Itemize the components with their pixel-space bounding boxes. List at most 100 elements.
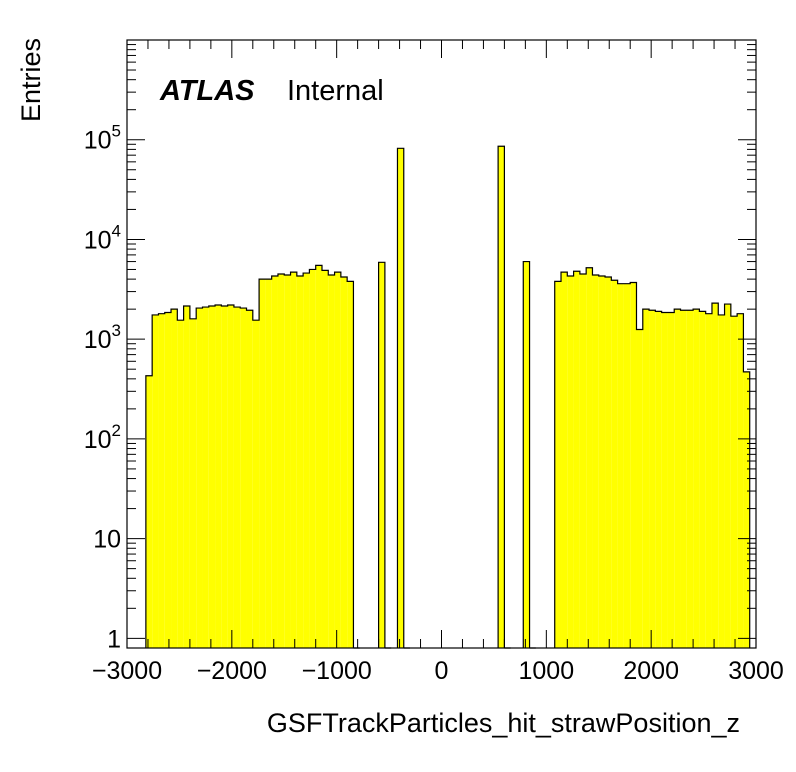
atlas-label: ATLAS <box>159 75 255 107</box>
histogram-bar <box>171 309 178 648</box>
histogram-bar <box>152 314 159 648</box>
x-axis-title: GSFTrackParticles_hit_strawPosition_z <box>267 708 740 738</box>
histogram-bar <box>579 274 587 648</box>
y-tick-label: 102 <box>84 421 121 454</box>
x-tick-label: 2000 <box>623 657 679 685</box>
y-tick-base: 10 <box>84 326 112 354</box>
y-tick-label: 104 <box>84 221 121 254</box>
y-tick-exponent: 4 <box>112 221 121 240</box>
histogram-bars <box>145 145 751 649</box>
histogram-bar <box>315 265 322 648</box>
histogram-bar <box>724 304 731 648</box>
histogram-bar <box>183 306 190 648</box>
histogram-bar <box>284 275 291 648</box>
y-tick-label: 105 <box>84 122 121 155</box>
histogram-bar <box>743 371 750 648</box>
histogram-bar <box>586 267 593 648</box>
y-tick-exponent: 2 <box>112 421 121 440</box>
histogram-bar <box>655 311 662 648</box>
histogram-bar <box>623 283 631 648</box>
histogram-bar <box>246 310 253 648</box>
histogram-bar <box>177 320 184 648</box>
histogram-bar <box>259 279 266 648</box>
histogram-bar <box>699 311 706 648</box>
histogram-bar <box>642 309 650 648</box>
y-tick-base: 10 <box>93 526 121 554</box>
histogram-bar <box>667 312 675 648</box>
y-axis-title: Entries <box>16 38 46 122</box>
histogram-bar <box>498 146 505 648</box>
x-tick-labels: −3000 −2000 −1000 0 1000 2000 3000 <box>92 657 784 685</box>
histogram-bar <box>630 282 637 648</box>
x-tick-label: 0 <box>435 657 449 685</box>
histogram-bar <box>592 275 599 648</box>
y-tick-base: 1 <box>107 625 121 653</box>
x-tick-label: −3000 <box>92 657 162 685</box>
histogram-bar <box>611 280 618 648</box>
histogram-bar <box>233 307 241 648</box>
histogram-bar <box>303 273 310 648</box>
y-tick-label: 1 <box>107 625 121 653</box>
histogram-bar <box>189 318 197 648</box>
histogram-bar <box>321 270 329 648</box>
histogram-bar <box>649 310 656 648</box>
histogram-bar <box>309 269 316 648</box>
y-tick-base: 10 <box>84 226 112 254</box>
histogram-bar <box>523 261 530 648</box>
histogram-bar <box>711 303 719 648</box>
histogram-bar <box>636 329 643 648</box>
histogram-bar <box>347 281 354 648</box>
histogram-bar <box>573 271 580 648</box>
histogram-bar <box>252 320 260 648</box>
histogram-bar <box>158 313 165 648</box>
histogram-bar <box>240 308 247 648</box>
histogram-bar <box>164 312 172 648</box>
histogram-bar <box>215 305 222 648</box>
y-tick-exponent: 3 <box>112 321 121 340</box>
histogram-bar <box>221 306 228 648</box>
histogram-bar <box>227 305 234 648</box>
y-tick-exponent: 5 <box>112 122 121 141</box>
histogram-bar <box>730 316 738 648</box>
histogram-bar <box>718 314 725 648</box>
y-tick-base: 10 <box>84 127 112 155</box>
x-tick-label: −1000 <box>302 657 372 685</box>
histogram-bar <box>277 274 285 648</box>
histogram-bar <box>567 276 574 648</box>
x-tick-label: 3000 <box>728 657 784 685</box>
histogram-bar <box>686 310 694 648</box>
histogram-bar <box>340 277 348 648</box>
histogram-bar <box>208 306 216 648</box>
histogram-bar <box>680 310 687 648</box>
x-tick-label: −2000 <box>197 657 267 685</box>
histogram-bar <box>705 313 712 648</box>
histogram-bar <box>617 283 624 648</box>
histogram-bar <box>674 309 681 648</box>
histogram-bar <box>290 272 297 648</box>
y-tick-label: 103 <box>84 321 121 354</box>
histogram-bar <box>605 277 612 648</box>
histogram-bar <box>334 272 341 648</box>
histogram-bar <box>598 276 606 648</box>
histogram-bar <box>661 312 668 648</box>
histogram-bar <box>554 281 562 648</box>
histogram-bar <box>202 307 209 648</box>
histogram-bar <box>328 275 335 648</box>
histogram-bar <box>693 309 700 648</box>
histogram-bar <box>296 276 304 648</box>
y-tick-base: 10 <box>84 426 112 454</box>
histogram-bar <box>397 148 404 648</box>
histogram-bar <box>561 272 568 648</box>
x-tick-label: 1000 <box>518 657 574 685</box>
histogram-bar <box>196 308 203 648</box>
histogram-bar <box>737 313 744 648</box>
y-tick-label: 10 <box>93 526 121 554</box>
histogram-bar <box>271 276 278 648</box>
histogram-bar <box>145 375 153 648</box>
axis-ticks <box>126 40 757 648</box>
internal-label: Internal <box>287 75 384 107</box>
histogram-bar <box>265 279 272 648</box>
histogram-bar <box>378 262 385 648</box>
